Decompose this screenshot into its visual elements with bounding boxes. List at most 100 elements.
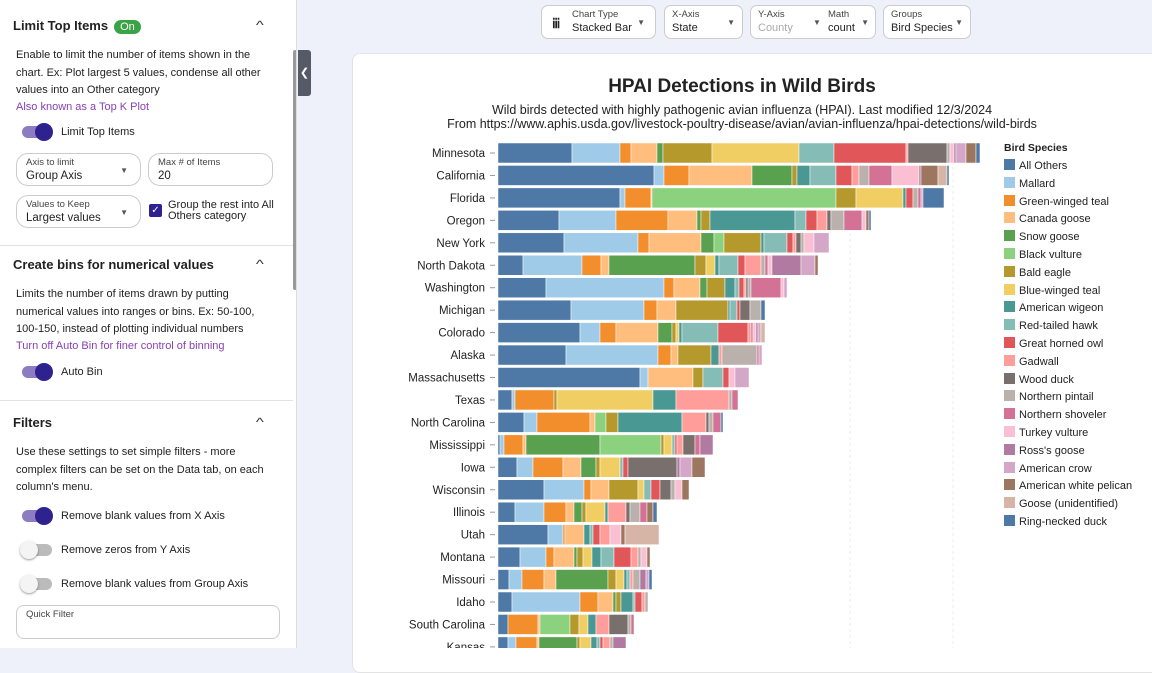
bar-segment[interactable] xyxy=(855,187,904,209)
bar-segment[interactable] xyxy=(646,546,651,568)
groups-select[interactable]: Groups Bird Species ▼ xyxy=(883,5,971,39)
bar-segment[interactable] xyxy=(619,187,626,209)
bar-segment[interactable] xyxy=(728,367,736,388)
bar-segment[interactable] xyxy=(751,165,793,186)
bar-segment[interactable] xyxy=(609,524,622,545)
bar-segment[interactable] xyxy=(497,165,655,186)
y-axis-select[interactable]: Y-Axis County ▼ Math count ▼ xyxy=(750,5,876,39)
bar-segment[interactable] xyxy=(858,165,870,186)
legend-item[interactable]: Canada goose xyxy=(1004,212,1091,226)
bar-segment[interactable] xyxy=(711,142,800,164)
quick-filter-input[interactable]: Quick Filter xyxy=(16,605,280,639)
scrollbar[interactable] xyxy=(293,50,296,290)
bar-segment[interactable] xyxy=(675,389,730,411)
bar-segment[interactable] xyxy=(497,322,581,343)
bar-segment[interactable] xyxy=(729,299,738,321)
bar-segment[interactable] xyxy=(615,569,625,590)
bar-segment[interactable] xyxy=(627,457,678,478)
bar-segment[interactable] xyxy=(576,546,584,568)
bar-segment[interactable] xyxy=(675,299,729,321)
bar-segment[interactable] xyxy=(780,277,785,298)
bar-segment[interactable] xyxy=(905,142,909,164)
legend-item[interactable]: Goose (unidentified) xyxy=(1004,497,1118,511)
bar-segment[interactable] xyxy=(558,210,617,231)
bar-segment[interactable] xyxy=(752,322,757,343)
bar-segment[interactable] xyxy=(694,434,701,456)
bar-segment[interactable] xyxy=(617,412,683,433)
legend-item[interactable]: American white pelican xyxy=(1004,479,1132,493)
legend-item[interactable]: All Others xyxy=(1004,159,1067,173)
bar-segment[interactable] xyxy=(507,614,539,635)
bar-segment[interactable] xyxy=(599,636,604,648)
bar-segment[interactable] xyxy=(835,165,853,186)
legend-item[interactable]: Northern pintail xyxy=(1004,390,1094,404)
remove-blank-group-toggle[interactable] xyxy=(20,575,52,593)
bar-segment[interactable] xyxy=(809,165,837,186)
bar-segment[interactable] xyxy=(662,142,713,164)
legend-item[interactable]: Snow goose xyxy=(1004,230,1080,244)
bar-segment[interactable] xyxy=(786,232,794,254)
bar-segment[interactable] xyxy=(771,255,802,276)
bar-segment[interactable] xyxy=(615,591,622,613)
bar-segment[interactable] xyxy=(515,636,538,648)
bar-segment[interactable] xyxy=(659,479,672,500)
bar-segment[interactable] xyxy=(605,412,619,433)
bar-segment[interactable] xyxy=(736,299,741,321)
bar-segment[interactable] xyxy=(891,165,920,186)
bar-segment[interactable] xyxy=(497,232,565,254)
bar-segment[interactable] xyxy=(620,524,626,545)
chevron-up-icon[interactable]: ^ xyxy=(255,18,264,32)
bar-segment[interactable] xyxy=(724,277,736,298)
bar-segment[interactable] xyxy=(739,299,751,321)
bar-segment[interactable] xyxy=(497,187,621,209)
bar-segment[interactable] xyxy=(647,367,694,388)
bar-segment[interactable] xyxy=(712,412,722,433)
bar-segment[interactable] xyxy=(595,614,610,635)
bar-segment[interactable] xyxy=(667,210,698,231)
bar-segment[interactable] xyxy=(660,434,665,456)
filters-heading[interactable]: Filters xyxy=(13,415,53,430)
bar-segment[interactable] xyxy=(639,367,649,388)
bar-segment[interactable] xyxy=(637,232,650,254)
bar-segment[interactable] xyxy=(757,322,762,343)
bar-segment[interactable] xyxy=(563,232,639,254)
bar-segment[interactable] xyxy=(643,479,652,500)
bar-segment[interactable] xyxy=(756,344,760,366)
bar-segment[interactable] xyxy=(521,569,545,590)
legend-item[interactable]: Ring-necked duck xyxy=(1004,515,1107,529)
bar-segment[interactable] xyxy=(608,614,629,635)
bar-segment[interactable] xyxy=(630,142,658,164)
bar-segment[interactable] xyxy=(543,479,585,500)
legend-item[interactable]: Ross's goose xyxy=(1004,443,1085,458)
bar-segment[interactable] xyxy=(569,614,580,635)
bar-segment[interactable] xyxy=(826,210,832,231)
bar-segment[interactable] xyxy=(573,546,578,568)
bar-segment[interactable] xyxy=(760,255,766,276)
bar-segment[interactable] xyxy=(792,232,797,254)
bar-segment[interactable] xyxy=(713,232,725,254)
bar-segment[interactable] xyxy=(624,187,652,209)
bar-segment[interactable] xyxy=(953,142,957,164)
bar-segment[interactable] xyxy=(646,501,654,523)
bar-segment[interactable] xyxy=(688,165,753,186)
bar-segment[interactable] xyxy=(907,142,948,164)
bar-segment[interactable] xyxy=(734,367,750,388)
bar-segment[interactable] xyxy=(657,322,673,343)
bar-segment[interactable] xyxy=(497,142,573,164)
bar-segment[interactable] xyxy=(497,367,641,388)
bar-segment[interactable] xyxy=(497,569,510,590)
bar-segment[interactable] xyxy=(555,569,609,590)
legend-item[interactable]: Mallard xyxy=(1004,176,1055,191)
bar-segment[interactable] xyxy=(497,277,547,298)
bar-segment[interactable] xyxy=(700,232,715,254)
bar-segment[interactable] xyxy=(861,210,867,231)
bar-segment[interactable] xyxy=(556,389,654,411)
bar-segment[interactable] xyxy=(755,322,759,343)
bar-segment[interactable] xyxy=(709,210,796,231)
bar-segment[interactable] xyxy=(522,255,583,276)
bar-segment[interactable] xyxy=(744,255,762,276)
bar-segment[interactable] xyxy=(519,546,547,568)
remove-blank-x-toggle[interactable] xyxy=(22,507,53,525)
bar-segment[interactable] xyxy=(624,524,660,545)
bar-segment[interactable] xyxy=(562,457,582,478)
